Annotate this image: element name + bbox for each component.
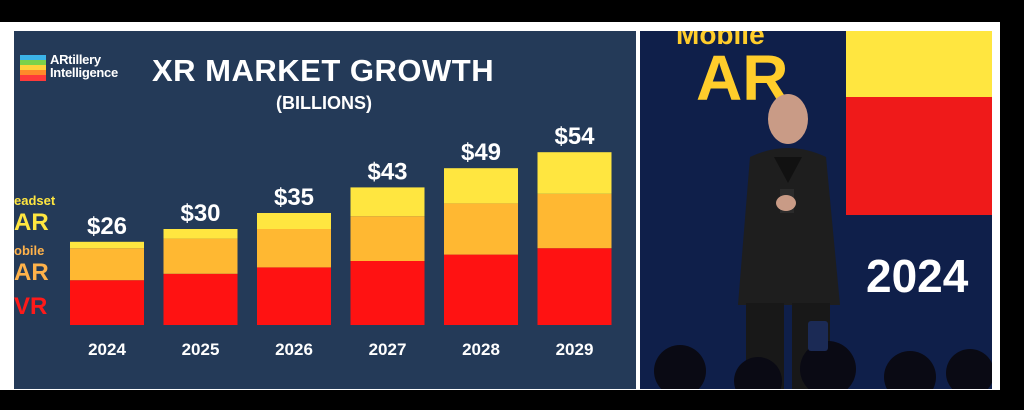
legend-mobile-ar-line1: obile [14, 243, 45, 258]
value-label-2024: $26 [87, 213, 127, 240]
bar-mobile-ar-2024 [70, 248, 144, 281]
stage-screen-word-mobile: Mobile [676, 31, 765, 50]
logo-line-2: Intelligence [50, 65, 118, 80]
chart-title: XR MARKET GROWTH [152, 53, 495, 88]
value-label-2025: $30 [180, 200, 220, 227]
legend-vr: VR [14, 293, 48, 320]
stage-screen-year: 2024 [866, 250, 969, 302]
bar-vr-2029 [537, 248, 612, 325]
value-label-2026: $35 [274, 184, 314, 211]
legend-headset-ar-line1: eadset [14, 193, 56, 208]
bar-mobile-ar-2027 [350, 216, 425, 261]
bar-mobile-ar-2026 [257, 229, 331, 268]
bar-mobile-ar-2028 [444, 203, 518, 255]
stage-screen-red-block [846, 97, 992, 215]
legend-headset-ar-line2: AR [14, 209, 49, 236]
bar-headset-ar-2028 [444, 168, 518, 204]
bar-mobile-ar-2025 [163, 238, 238, 274]
chart-slide: ARtillery Intelligence XR MARKET GROWTH … [14, 31, 636, 389]
bar-mobile-ar-2029 [537, 193, 612, 249]
legend-mobile-ar-line2: AR [14, 259, 49, 286]
bar-vr-2027 [350, 261, 425, 325]
category-label-2027: 2027 [369, 340, 407, 359]
category-label-2026: 2026 [275, 340, 313, 359]
bar-headset-ar-2026 [257, 213, 331, 229]
value-label-2028: $49 [461, 139, 501, 166]
audience-silhouettes [654, 321, 992, 389]
stage-screen-word-ar: AR [696, 42, 789, 114]
logo-mark-icon [20, 55, 46, 81]
bar-headset-ar-2029 [537, 152, 612, 194]
bar-vr-2025 [163, 273, 238, 325]
bar-vr-2024 [70, 280, 144, 325]
logo-line-1: ARtillery [50, 52, 101, 67]
bar-headset-ar-2024 [70, 241, 144, 249]
stacked-bar-chart: $26 2024 $30 2025 $35 2026 $43 2027 $49 2028 $54 20… [70, 123, 612, 359]
category-label-2028: 2028 [462, 340, 500, 359]
bar-vr-2026 [257, 267, 331, 325]
bar-vr-2028 [444, 254, 518, 325]
category-label-2029: 2029 [556, 340, 594, 359]
artillery-intelligence-logo: ARtillery Intelligence [20, 53, 160, 89]
value-label-2027: $43 [367, 158, 407, 185]
stage-camera-view: Mobile AR 2024 [640, 31, 992, 389]
logo-text: ARtillery Intelligence [50, 53, 118, 79]
bar-headset-ar-2027 [350, 187, 425, 217]
bar-headset-ar-2025 [163, 229, 238, 239]
category-label-2024: 2024 [88, 340, 126, 359]
category-label-2025: 2025 [182, 340, 220, 359]
value-label-2029: $54 [554, 123, 595, 150]
chart-subtitle: (BILLIONS) [276, 93, 372, 113]
stage-screen-yellow-block [846, 31, 992, 97]
